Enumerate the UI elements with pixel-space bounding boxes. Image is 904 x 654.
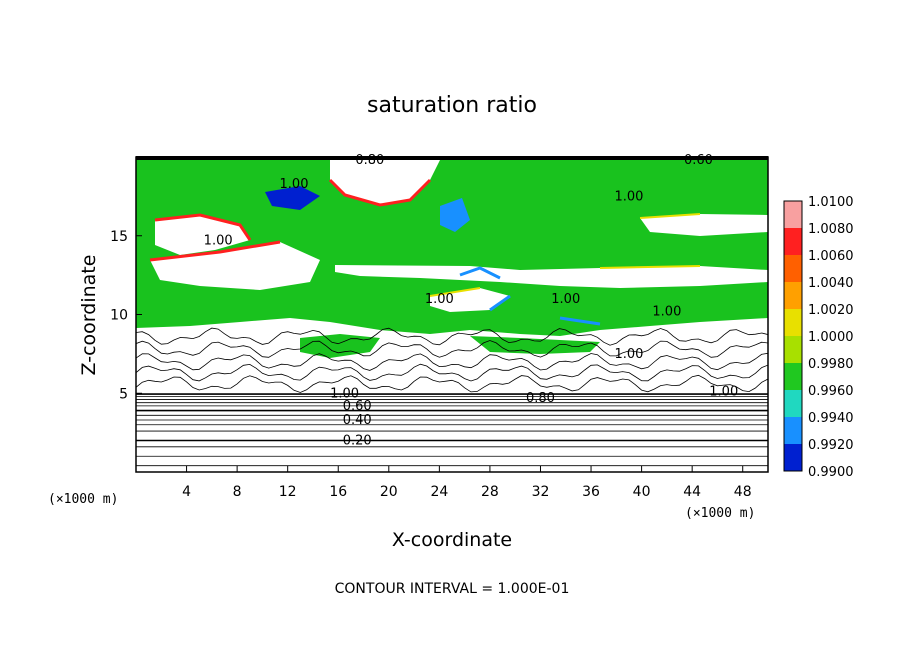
contour-line (136, 374, 768, 393)
colorbar-label: 0.9920 (808, 438, 854, 453)
x-tick-label: 8 (233, 484, 242, 500)
contour-label: 1.00 (330, 386, 359, 401)
contour-label: 1.00 (614, 189, 643, 204)
x-tick-label: 20 (380, 484, 398, 500)
colorbar-label: 0.9980 (808, 357, 854, 372)
chart-title: saturation ratio (367, 93, 537, 118)
x-axis-ticks: 4 8 12 16 20 24 28 32 36 40 44 48 (182, 466, 752, 500)
contour-line (136, 340, 768, 358)
white-pocket (330, 160, 440, 205)
contour-label: 1.00 (551, 292, 580, 307)
colorbar-label: 1.0080 (808, 222, 854, 237)
colorbar-swatch (784, 363, 802, 390)
red-rim (149, 178, 432, 262)
saturation-field (136, 157, 768, 467)
colorbar-label: 0.9960 (808, 384, 854, 399)
contour-line (136, 327, 768, 346)
contour-label: 0.60 (684, 153, 713, 168)
colorbar-label: 0.9940 (808, 411, 854, 426)
x-axis-label: X-coordinate (392, 529, 512, 551)
green-region-lower (300, 334, 380, 358)
contour-label: 1.00 (425, 292, 454, 307)
dark-blue-pocket (265, 186, 320, 210)
yellow-rim (429, 213, 701, 297)
white-pocket (150, 242, 320, 290)
white-pocket (335, 265, 768, 288)
x-tick-label: 40 (633, 484, 651, 500)
x-unit-label: (×1000 m) (685, 506, 755, 521)
y-tick-label: 15 (110, 229, 128, 245)
contour-line (136, 352, 768, 371)
x-tick-label: 24 (430, 484, 448, 500)
colorbar-swatch (784, 228, 802, 255)
contour-label: 1.00 (614, 347, 643, 362)
white-pocket (430, 288, 510, 312)
colorbar-label: 0.9900 (808, 465, 854, 480)
contour-label: 0.40 (343, 413, 372, 428)
colorbar-swatch (784, 201, 802, 228)
x-tick-label: 28 (481, 484, 499, 500)
colorbar-swatch (784, 417, 802, 444)
contour-label: 0.80 (355, 153, 384, 168)
x-tick-label: 36 (582, 484, 600, 500)
contour-label: 1.00 (709, 385, 738, 400)
colorbar-swatch (784, 444, 802, 471)
x-tick-label: 48 (734, 484, 752, 500)
x-tick-label: 4 (182, 484, 191, 500)
contour-label: 1.00 (280, 177, 309, 192)
x-tick-label: 32 (532, 484, 550, 500)
contour-labels: 0.80 0.601.001.001.001.00 1.001.001.001.00… (204, 153, 739, 448)
colorbar-label: 1.0020 (808, 303, 854, 318)
blue-rim (459, 266, 601, 326)
colorbar-label: 1.0000 (808, 330, 854, 345)
z-unit-label: (×1000 m) (48, 492, 118, 507)
green-region-lower (470, 336, 600, 354)
contour-line (136, 363, 768, 382)
y-tick-label: 5 (119, 386, 128, 402)
colorbar-label: 1.0100 (808, 195, 854, 210)
colorbar-swatch (784, 282, 802, 309)
contour-label: 0.80 (526, 391, 555, 406)
contour-label: 0.60 (343, 399, 372, 414)
y-tick-label: 10 (110, 308, 128, 324)
contour-label: 1.00 (652, 304, 681, 319)
contour-lines (136, 327, 768, 467)
light-blue-pocket (440, 198, 470, 232)
colorbar-swatch (784, 336, 802, 363)
colorbar-label: 1.0040 (808, 276, 854, 291)
y-axis-ticks: 5 10 15 (110, 229, 142, 402)
contour-interval-note: CONTOUR INTERVAL = 1.000E-01 (335, 581, 570, 597)
x-tick-label: 16 (329, 484, 347, 500)
x-tick-label: 12 (279, 484, 297, 500)
colorbar-swatch (784, 255, 802, 282)
colorbar-label: 1.0060 (808, 249, 854, 264)
contour-label: 1.00 (204, 233, 233, 248)
colorbar-swatch (784, 309, 802, 336)
colorbar-swatch (784, 390, 802, 417)
colorbar-frame (783, 200, 803, 472)
white-pocket (640, 214, 768, 236)
y-axis-label: Z-coordinate (78, 255, 100, 376)
contour-label: 0.20 (343, 434, 372, 449)
colorbar: 1.0100 1.0080 1.0060 1.0040 1.0020 1.0000 0.99… (783, 195, 854, 480)
white-pocket (155, 215, 250, 255)
x-tick-label: 44 (683, 484, 701, 500)
